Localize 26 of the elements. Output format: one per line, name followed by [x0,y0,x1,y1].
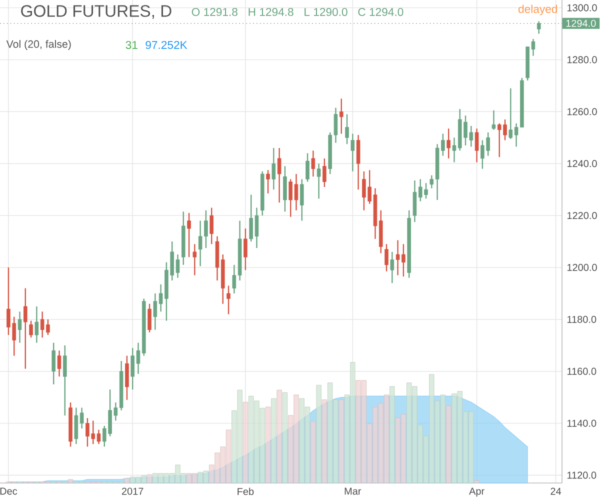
annotation: 97.252K [146,40,188,49]
y-tick-label: 1120.0 [567,472,596,479]
annotation: O 1291.8 [192,8,238,16]
y-tick-label: 1280.0 [567,56,597,64]
chart-title: Vol (20, false) [6,40,71,50]
y-tick-label: 1240.0 [567,160,597,168]
annotation: H 1294.8 [248,8,294,16]
x-tick-label: Dec [0,488,18,495]
ref-line-label: 1294.0 [566,20,596,27]
y-tick-label: 1180.0 [567,316,596,323]
annotation: C 1294.0 [358,8,404,16]
x-tick-label: 24 [550,488,562,495]
y-tick-label: 1220.0 [567,212,597,220]
chart-title: GOLD FUTURES, D [21,5,172,19]
x-tick-label: Apr [469,488,484,497]
y-tick-label: 1140.0 [567,420,596,427]
y-tick-label: 1300.0 [567,4,597,12]
y-tick-label: 1260.0 [567,108,597,116]
x-tick-label: 2017 [122,488,144,495]
x-tick-label: Mar [344,488,362,495]
y-tick-label: 1160.0 [567,368,596,375]
annotation: 31 [126,40,138,49]
x-tick-label: Feb [238,488,254,496]
annotation: delayed [518,4,558,16]
annotation: L 1290.0 [304,8,348,16]
y-tick-label: 1200.0 [567,264,597,272]
